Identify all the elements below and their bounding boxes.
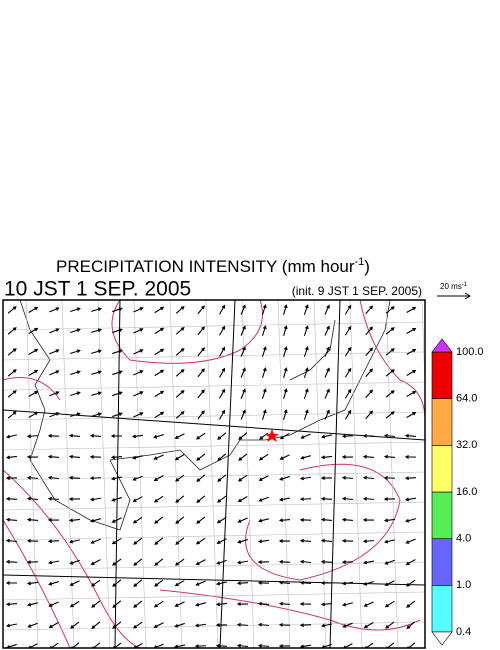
title-close: ) bbox=[364, 257, 370, 276]
lat-lon-lines bbox=[3, 300, 425, 648]
init-time: (init. 9 JST 1 SEP. 2005) bbox=[292, 284, 422, 298]
colorbar-bin bbox=[431, 445, 453, 493]
colorbar-over bbox=[431, 338, 453, 353]
map bbox=[3, 300, 425, 648]
colorbar-label: 100.0 bbox=[456, 346, 484, 358]
coastline bbox=[19, 300, 391, 531]
colorbar-label: 32.0 bbox=[456, 439, 477, 451]
colorbar-bin bbox=[431, 585, 453, 633]
title: PRECIPITATION INTENSITY (mm hour-1) bbox=[56, 256, 370, 277]
wind-scale-text: 20 ms bbox=[440, 282, 462, 291]
valid-time: 10 JST 1 SEP. 2005 bbox=[4, 278, 191, 301]
colorbar-label: 4.0 bbox=[456, 533, 471, 545]
grid-lines bbox=[3, 300, 425, 648]
colorbar-label: 0.4 bbox=[456, 626, 471, 638]
colorbar-label: 1.0 bbox=[456, 579, 471, 591]
colorbar-bin bbox=[431, 398, 453, 446]
colorbar-bin bbox=[431, 351, 453, 399]
title-text: PRECIPITATION INTENSITY (mm hour bbox=[56, 257, 355, 276]
wind-scale-label: 20 ms-1 bbox=[440, 282, 468, 292]
colorbar-label: 64.0 bbox=[456, 393, 477, 405]
colorbar-label: 16.0 bbox=[456, 486, 477, 498]
map-frame bbox=[2, 299, 426, 649]
location-star bbox=[265, 429, 279, 442]
colorbar-bin bbox=[431, 491, 453, 539]
colorbar-bin bbox=[431, 538, 453, 586]
colorbar: 0.4 1.0 4.0 16.0 32.0 64.0 100.0 bbox=[431, 338, 484, 646]
wind-scale-exponent: -1 bbox=[462, 282, 468, 288]
colorbar-under bbox=[431, 631, 453, 646]
title-exponent: -1 bbox=[355, 256, 365, 268]
wind-arrows bbox=[5, 304, 417, 648]
contours bbox=[3, 300, 425, 648]
wind-scale-arrow bbox=[437, 292, 471, 300]
